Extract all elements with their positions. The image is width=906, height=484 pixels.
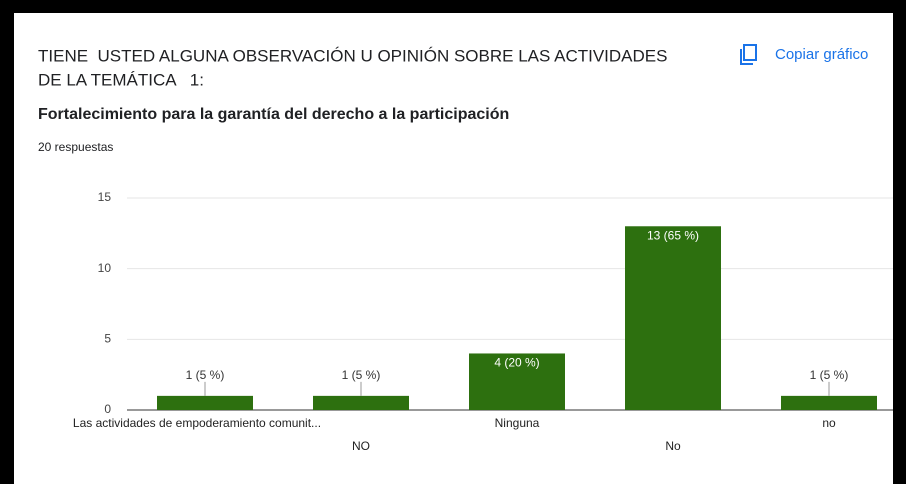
data-label: 13 (65 %) [647,228,699,242]
copy-icon [740,49,753,65]
frame [893,0,906,484]
y-tick-label: 10 [98,261,112,275]
data-label: 1 (5 %) [342,368,381,382]
y-tick-label: 15 [98,190,112,204]
data-label: 1 (5 %) [810,368,849,382]
data-label: 4 (20 %) [494,356,539,370]
title-line: TIENE USTED ALGUNA OBSERVACIÓN U OPINIÓN… [38,46,667,65]
y-tick-label: 0 [104,402,111,416]
frame [0,0,14,484]
bar [625,226,721,410]
x-tick-label: No [665,439,681,453]
bar [313,395,409,410]
frame [0,0,906,13]
title-line: DE LA TEMÁTICA 1: [38,70,204,89]
x-tick-label: no [822,416,836,430]
x-tick-label: Ninguna [495,416,540,430]
copy-icon [743,44,757,61]
bar [157,395,253,410]
data-label: 1 (5 %) [186,368,225,382]
plot: 0 5 10 15 Las actividades de empoderamiento … [73,190,906,453]
responses-count: 20 respuestas [38,140,113,154]
subtitle: Fortalecimiento para la garantía del der… [38,106,509,123]
x-tick-label: Las actividades de empoderamiento comuni… [73,416,321,430]
copy-button[interactable]: Copiar gráfico [740,44,868,65]
bar [781,395,877,410]
y-tick-label: 5 [104,332,111,346]
bar [469,353,565,410]
copy-label[interactable]: Copiar gráfico [775,46,868,63]
x-tick-label: NO [352,439,370,453]
